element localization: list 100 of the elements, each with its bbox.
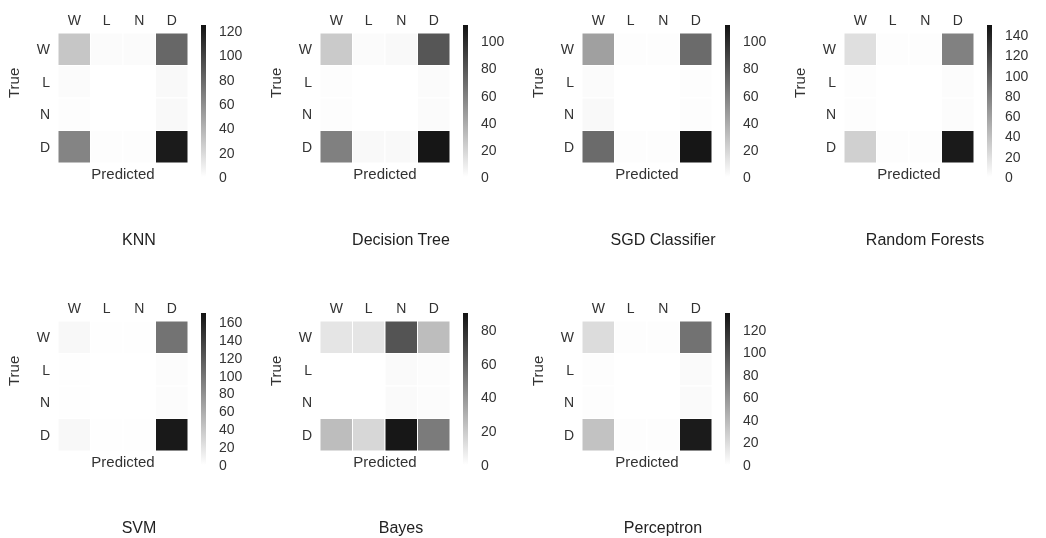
x-tick-label: N — [658, 300, 669, 316]
x-tick-label: N — [396, 300, 407, 316]
color-bar-label: 60 — [1005, 108, 1021, 125]
y-tick-label: L — [566, 361, 575, 378]
color-bar-label: 60 — [743, 389, 759, 406]
y-tick-label: D — [39, 426, 50, 443]
color-bar-label: 100 — [743, 33, 767, 50]
text: KNN — [121, 231, 157, 249]
y-tick-label: W — [298, 41, 313, 58]
x-axis-title: Predicted — [91, 165, 155, 182]
y-tick-label: N — [825, 106, 836, 123]
color-bar-label: 100 — [1005, 67, 1029, 84]
color-bar-label: 160 — [219, 313, 243, 330]
color-bar-label: 0 — [219, 457, 227, 473]
x-tick-label: L — [364, 300, 373, 316]
color-bar-label: 60 — [743, 87, 759, 104]
y-tick-label: L — [566, 73, 575, 90]
y-tick-label: D — [301, 138, 312, 155]
y-tick-label: N — [39, 106, 50, 123]
x-tick-label: N — [134, 300, 145, 316]
y-tick-label: N — [301, 106, 312, 123]
color-bar-label: 80 — [219, 71, 235, 88]
color-bar-label: 120 — [219, 349, 243, 366]
y-tick-label: L — [42, 361, 51, 378]
color-bar-label: 120 — [219, 23, 243, 40]
color-bar-label: 80 — [481, 321, 497, 338]
x-tick-label: N — [134, 12, 145, 28]
color-bar-label: 120 — [1005, 47, 1029, 64]
x-tick-label: L — [626, 12, 635, 28]
text: Decision Tree — [351, 231, 451, 249]
y-tick-label: W — [560, 41, 575, 58]
y-tick-label: L — [828, 73, 837, 90]
x-axis-title: Predicted — [615, 453, 679, 470]
x-tick-label: W — [853, 12, 868, 28]
text: Bayes — [377, 519, 425, 537]
y-tick-label: W — [560, 329, 575, 346]
color-bar-label: 60 — [219, 403, 235, 420]
x-axis-title: Predicted — [353, 453, 417, 470]
x-tick-label: L — [888, 12, 897, 28]
x-tick-label: W — [591, 12, 606, 28]
color-bar-label: 140 — [219, 331, 243, 348]
color-bar-label: 0 — [743, 169, 751, 185]
y-axis-title: True — [529, 67, 547, 98]
text: SVM — [120, 519, 158, 537]
color-bar-label: 140 — [1005, 27, 1029, 44]
y-axis-title: True — [267, 355, 285, 386]
color-bar-label: 80 — [1005, 87, 1021, 104]
color-bar-label: 0 — [481, 457, 489, 473]
color-bar-label: 40 — [219, 120, 235, 137]
text: SGD Classifier — [609, 231, 717, 249]
x-tick-label: L — [364, 12, 373, 28]
text: Random Forests — [864, 231, 986, 249]
color-bar-label: 20 — [481, 423, 497, 440]
y-tick-label: N — [39, 394, 50, 411]
color-bar-label: 0 — [743, 457, 751, 473]
x-axis-title: Predicted — [877, 165, 941, 182]
color-bar-label: 40 — [481, 389, 497, 406]
color-bar-label: 0 — [481, 169, 489, 185]
color-bar-label: 20 — [481, 141, 497, 158]
x-tick-label: D — [428, 12, 439, 28]
color-bar-label: 20 — [1005, 148, 1021, 165]
y-tick-label: L — [42, 73, 51, 90]
x-tick-label: N — [396, 12, 407, 28]
color-bar-label: 20 — [743, 434, 759, 451]
color-bar-label: 80 — [743, 60, 759, 77]
x-axis-title: Predicted — [353, 165, 417, 182]
color-bar-label: 20 — [219, 439, 235, 456]
color-bar-label: 20 — [743, 141, 759, 158]
x-tick-label: N — [658, 12, 669, 28]
y-tick-label: W — [298, 329, 313, 346]
x-tick-label: W — [67, 12, 82, 28]
color-bar-label: 100 — [219, 47, 243, 64]
color-bar-label: 0 — [219, 169, 227, 185]
y-tick-label: D — [825, 138, 836, 155]
color-bar-label: 40 — [1005, 128, 1021, 145]
x-axis-title: Predicted — [615, 165, 679, 182]
y-tick-label: W — [36, 41, 51, 58]
x-tick-label: N — [920, 12, 931, 28]
x-tick-label: D — [690, 12, 701, 28]
color-bar-label: 60 — [481, 87, 497, 104]
y-axis-title: True — [5, 67, 23, 98]
y-tick-label: D — [301, 426, 312, 443]
x-tick-label: L — [102, 300, 111, 316]
color-bar-label: 100 — [219, 367, 243, 384]
y-tick-label: L — [304, 361, 313, 378]
y-tick-label: D — [563, 426, 574, 443]
x-tick-label: D — [166, 300, 177, 316]
color-bar-label: 20 — [219, 144, 235, 161]
y-tick-label: D — [563, 138, 574, 155]
color-bar-label: 60 — [481, 355, 497, 372]
color-bar-label: 0 — [1005, 169, 1013, 185]
y-tick-label: L — [304, 73, 313, 90]
y-tick-label: N — [563, 394, 574, 411]
color-bar-label: 40 — [743, 114, 759, 131]
x-tick-label: W — [329, 300, 344, 316]
y-axis-title: True — [791, 67, 809, 98]
y-tick-label: W — [36, 329, 51, 346]
color-bar-label: 80 — [481, 60, 497, 77]
x-tick-label: D — [690, 300, 701, 316]
color-bar-label: 100 — [481, 33, 505, 50]
